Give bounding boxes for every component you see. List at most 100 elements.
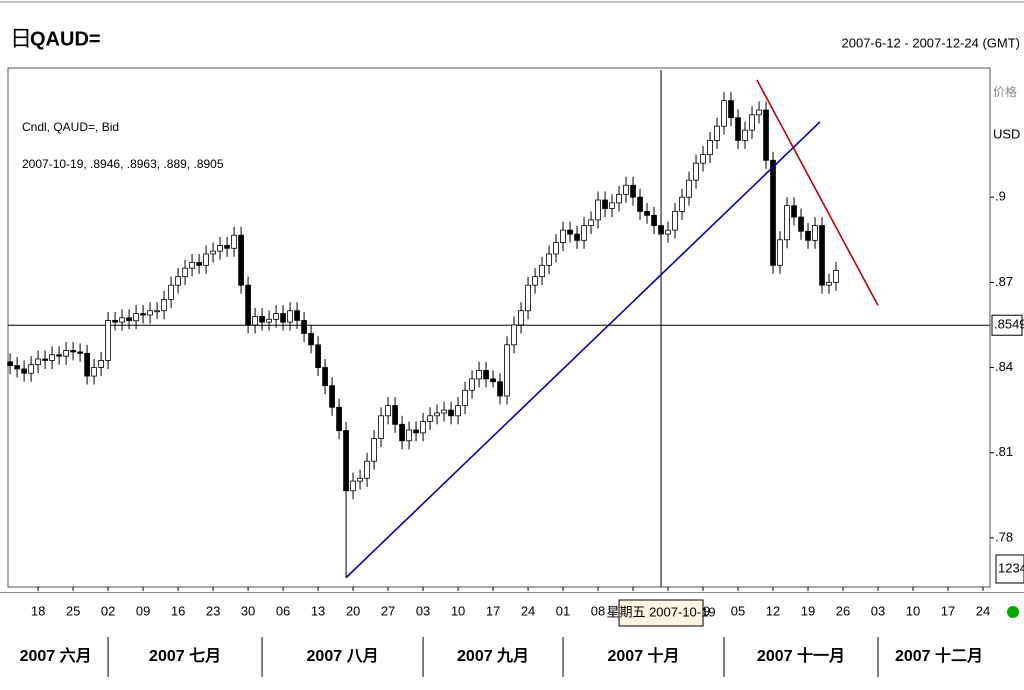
trendline [756,79,879,306]
candle-body [217,245,223,252]
x-tick-label: 26 [836,603,850,618]
x-tick-label: 10 [906,603,920,618]
candle-body [308,333,314,346]
x-tick-label: 10 [451,603,465,618]
x-tick-label: 17 [941,603,955,618]
candle-body [203,253,209,266]
x-tick-label: 02 [101,603,115,618]
candle-body [315,344,321,368]
candle-body [553,242,559,255]
candle-body [735,117,741,141]
y-tick-label: .9 [995,189,1006,204]
candle-body [371,438,377,462]
candle-body [350,480,356,492]
candle-body [7,361,13,366]
x-tick-label: 09 [136,603,150,618]
date-range: 2007-6-12 - 2007-12-24 (GMT) [842,35,1020,50]
month-label: 2007 七月 [149,647,221,665]
candle-body [497,381,503,397]
y-tick-label: .84 [995,359,1013,374]
candle-body [126,317,132,322]
candle-body [763,109,769,161]
candle-body [791,205,797,218]
candle-body [693,162,699,181]
y-axis-label: 价格 [993,84,1017,99]
x-tick-label: 01 [556,603,570,618]
candle-body [329,385,335,408]
candle-body [588,219,594,226]
candle-body [427,415,433,422]
candle-body [525,284,531,312]
candle-body [707,139,713,155]
candle-body [616,193,622,204]
candle-body [161,298,167,312]
month-label: 2007 九月 [457,647,529,665]
candle-body [245,284,251,326]
candle-body [658,225,664,235]
candle-body [672,210,678,231]
x-tick-label: 05 [731,603,745,618]
candle-body [420,421,426,434]
candle-body [343,430,349,492]
candle-body [364,460,370,479]
candle-body [98,360,104,368]
candle-body [147,310,153,316]
candle-body [539,264,545,278]
candle-body [777,239,783,266]
x-tick-label: 08 [591,603,605,618]
legend-title: Cndl, QAUD=, Bid [22,120,119,134]
candle-body [469,378,475,391]
y-tick-label: .78 [995,529,1013,544]
candle-body [301,320,307,334]
candle-body [294,310,300,321]
candle-body [819,225,825,286]
x-tick-label: 03 [416,603,430,618]
candle-body [91,367,97,377]
candle-body [560,229,566,244]
candle-body [462,389,468,406]
x-tick-label: 24 [521,603,535,618]
candle-body [392,405,398,425]
crosshair-y-label: .8549 [994,317,1024,332]
candle-body [476,369,482,380]
candle-body [714,125,720,141]
candle-body [448,409,454,417]
candle-body [238,234,244,286]
candle-body [252,316,258,326]
candle-body [266,318,272,323]
candle-body [833,270,839,283]
candle-body [700,154,706,164]
candle-body [273,313,279,320]
candle-body [182,267,188,278]
month-label: 2007 十月 [608,646,680,665]
candle-body [581,225,587,241]
candle-body [728,100,734,119]
trendline [345,121,821,579]
candle-body [742,129,748,141]
x-tick-label: 19 [801,603,815,618]
candle-body [546,253,552,266]
candle-body [644,210,650,216]
candle-body [511,324,517,346]
x-tick-label: 03 [871,603,885,618]
icon: 日 [10,26,32,51]
corner-label: 1234 [998,560,1024,575]
candle-body [532,276,538,286]
candle-body [322,367,328,387]
candle-body [595,199,601,221]
y-axis-unit: USD [993,126,1020,141]
x-tick-label: 12 [766,603,780,618]
axis-sep [0,592,1024,593]
candle-body [175,276,181,286]
crosshair-x-label: 星期五 2007-10-19 [606,604,715,619]
candle-body [749,114,755,131]
x-tick-label: 23 [206,603,220,618]
candle-body [665,229,671,235]
candle-body [378,415,384,439]
candle-body [140,313,146,316]
x-tick-label: 13 [311,603,325,618]
candle-body [413,429,419,434]
candle-body [224,245,230,249]
x-tick-label: 18 [31,603,45,618]
